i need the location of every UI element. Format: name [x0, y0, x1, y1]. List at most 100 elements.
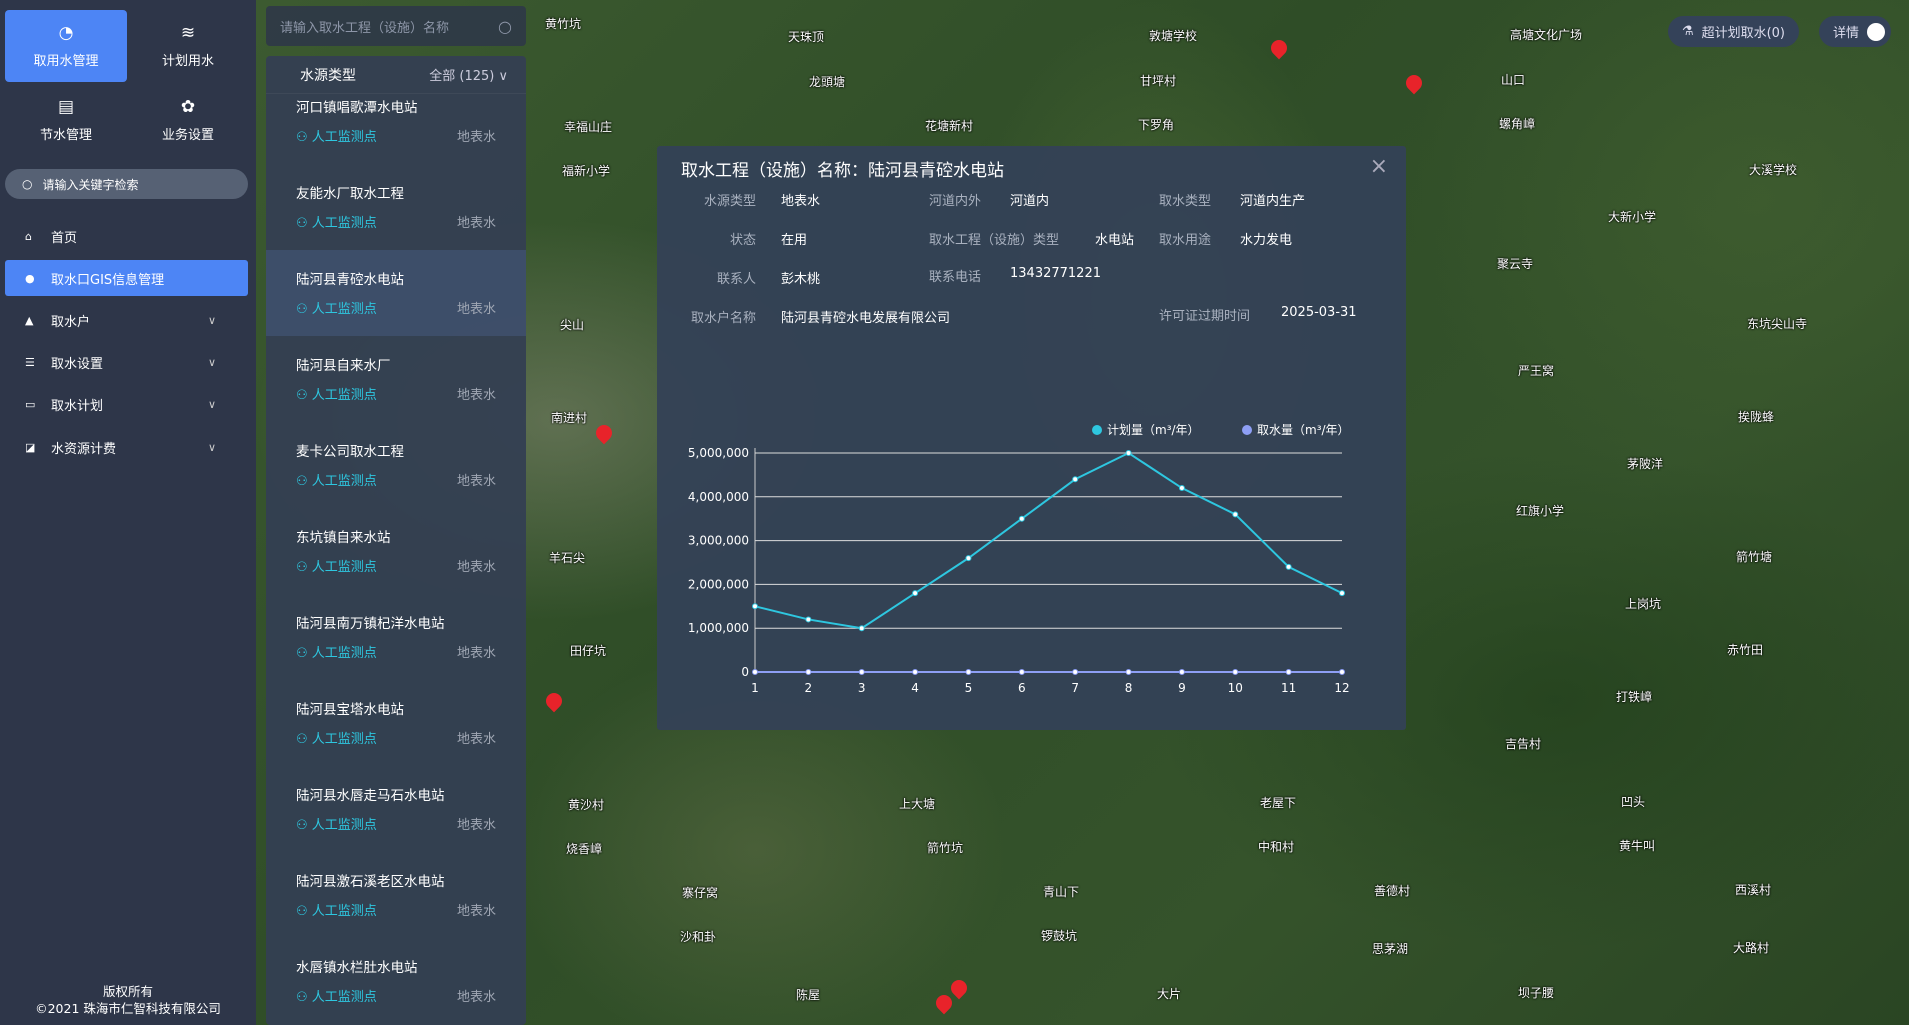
facility-list-panel: 水源类型 全部 (125) ∨ 河口镇唱歌潭水电站 ⚇ 人工监测点 地表水 友能水厂取水… [266, 56, 526, 1025]
menu-label: 取水设置 [51, 356, 104, 372]
facility-search-input[interactable]: 请输入取水工程（设施）名称 ○ [266, 6, 526, 46]
map-label: 尖山 [560, 318, 585, 332]
detail-toggle[interactable]: 详情 [1818, 16, 1891, 47]
keyword-search-input[interactable]: ○ 请输入关键字检索 [5, 169, 248, 199]
map-label: 箭竹坑 [927, 841, 964, 855]
tile-business-settings[interactable]: ✿ 业务设置 [127, 84, 249, 156]
facility-name: 陆河县水唇走马石水电站 [296, 788, 445, 804]
menu-intake-settings[interactable]: ☰ 取水设置 ∨ [5, 344, 248, 380]
map-label: 大路村 [1733, 941, 1770, 955]
list-item[interactable]: 陆河县水唇走马石水电站 ⚇ 人工监测点 地表水 [266, 766, 526, 852]
person-icon: ⚇ [296, 990, 308, 1005]
monitor-type: ⚇ 人工监测点 [296, 556, 377, 575]
map-marker[interactable] [932, 991, 956, 1015]
x-tick-label: 2 [805, 681, 813, 695]
menu-billing[interactable]: ◪ 水资源计费 ∨ [5, 429, 248, 465]
data-point [1285, 563, 1292, 570]
map-label: 青山下 [1043, 885, 1080, 899]
menu-home[interactable]: ⌂ 首页 [5, 218, 248, 254]
facility-name: 陆河县宝塔水电站 [296, 702, 404, 718]
map-marker[interactable] [1402, 71, 1426, 95]
filter-value: 全部 (125) [429, 69, 495, 84]
menu-gis[interactable]: ● 取水口GIS信息管理 [5, 260, 248, 296]
map-marker[interactable] [542, 689, 566, 713]
list-item[interactable]: 陆河县青硿水电站 ⚇ 人工监测点 地表水 [266, 250, 526, 336]
person-icon: ⚇ [296, 818, 308, 833]
x-tick-label: 3 [858, 681, 866, 695]
map-label: 螺角嶂 [1499, 117, 1536, 131]
menu-intake-plan[interactable]: ▭ 取水计划 ∨ [5, 386, 248, 422]
field-value: 彭木桃 [781, 272, 821, 287]
map-label: 天珠顶 [788, 30, 825, 44]
map-label: 坝子腰 [1518, 986, 1555, 1000]
map-label: 中和村 [1258, 840, 1295, 854]
source-type: 地表水 [456, 388, 496, 403]
calendar-icon: ▭ [25, 397, 36, 411]
data-point [752, 669, 758, 675]
tile-planned-water[interactable]: ≋ 计划用水 [127, 10, 249, 82]
sidebar: ◔ 取用水管理 ≋ 计划用水 ▤ 节水管理 ✿ 业务设置 ○ 请输入关键字检索 ⌂ 首页 ●… [0, 0, 256, 1025]
monitor-label: 人工监测点 [311, 990, 377, 1005]
waves-icon: ≋ [180, 22, 196, 43]
data-point [1339, 669, 1345, 675]
over-plan-button[interactable]: ⚗ 超计划取水(0) [1667, 16, 1799, 47]
field-label: 取水用途 [1159, 233, 1212, 248]
map-label: 幸福山庄 [564, 120, 613, 134]
field-label: 水源类型 [703, 194, 756, 209]
map-label: 花塘新村 [925, 119, 974, 133]
list-item[interactable]: 麦卡公司取水工程 ⚇ 人工监测点 地表水 [266, 422, 526, 508]
list-item[interactable]: 河口镇唱歌潭水电站 ⚇ 人工监测点 地表水 [266, 78, 526, 164]
map-marker[interactable] [592, 421, 616, 445]
menu-water-user[interactable]: ▲ 取水户 ∨ [5, 302, 248, 338]
map-label: 大片 [1157, 987, 1182, 1001]
facility-name: 麦卡公司取水工程 [296, 444, 404, 460]
list-filter: 水源类型 全部 (125) ∨ [266, 56, 526, 94]
list-item[interactable]: 水唇镇水栏肚水电站 ⚇ 人工监测点 地表水 [266, 938, 526, 1024]
map-marker[interactable] [947, 976, 971, 1000]
data-point [1232, 669, 1239, 675]
data-point [1339, 590, 1345, 597]
tile-label: 计划用水 [161, 53, 214, 69]
legend-marker [1242, 425, 1252, 435]
map-label: 黄竹坑 [545, 17, 582, 31]
detail-label: 详情 [1832, 26, 1859, 41]
monitor-label: 人工监测点 [311, 646, 377, 661]
monitor-type: ⚇ 人工监测点 [296, 298, 377, 317]
field-label: 状态 [729, 233, 756, 248]
source-type: 地表水 [456, 474, 496, 489]
list-item[interactable]: 东坑镇自来水站 ⚇ 人工监测点 地表水 [266, 508, 526, 594]
list-item[interactable]: 友能水厂取水工程 ⚇ 人工监测点 地表水 [266, 164, 526, 250]
series-line [754, 451, 1343, 630]
map-label: 红旗小学 [1516, 504, 1565, 518]
facility-name: 友能水厂取水工程 [296, 186, 404, 202]
data-point [912, 669, 919, 675]
map-label: 甘坪村 [1140, 74, 1177, 88]
data-point [912, 590, 919, 597]
toggle-knob [1867, 22, 1885, 41]
tile-water-management[interactable]: ◔ 取用水管理 [5, 10, 127, 82]
map-label: 黄牛叫 [1619, 839, 1656, 853]
map-label: 严王窝 [1518, 364, 1555, 378]
copyright: 版权所有 ©2021 珠海市仁智科技有限公司 [0, 983, 256, 1017]
close-icon[interactable]: × [1369, 154, 1388, 179]
map-label: 老屋下 [1260, 796, 1297, 810]
source-type: 地表水 [456, 990, 496, 1005]
facility-name: 陆河县青硿水电站 [296, 272, 404, 288]
x-tick-label: 9 [1178, 681, 1186, 695]
list-item[interactable]: 陆河县激石溪老区水电站 ⚇ 人工监测点 地表水 [266, 852, 526, 938]
search-icon[interactable]: ○ [498, 16, 512, 36]
chevron-down-icon: ∨ [207, 355, 216, 369]
list-item[interactable]: 陆河县南万镇杞洋水电站 ⚇ 人工监测点 地表水 [266, 594, 526, 680]
source-type-select[interactable]: 全部 (125) ∨ [429, 65, 508, 84]
list-item[interactable]: 陆河县宝塔水电站 ⚇ 人工监测点 地表水 [266, 680, 526, 766]
popup-title: 取水工程（设施）名称：陆河县青硿水电站 [681, 161, 1004, 181]
list-item[interactable]: 陆河县自来水厂 ⚇ 人工监测点 地表水 [266, 336, 526, 422]
field-value: 13432771221 [1010, 266, 1101, 281]
map-label: 龙頭塘 [809, 75, 846, 89]
map-label: 田仔坑 [570, 644, 607, 658]
map-marker[interactable] [1267, 36, 1291, 60]
data-point [1018, 515, 1025, 522]
data-point [805, 616, 812, 623]
data-point [1125, 669, 1132, 675]
tile-water-saving[interactable]: ▤ 节水管理 [5, 84, 127, 156]
